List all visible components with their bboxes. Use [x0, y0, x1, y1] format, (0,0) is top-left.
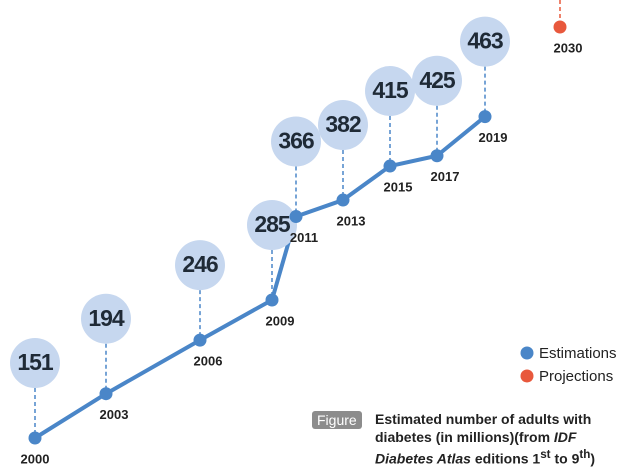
caption-italic: IDF: [553, 429, 577, 445]
data-label: 194: [88, 305, 125, 331]
caption-text: Estimated number of adults with diabetes…: [375, 410, 628, 468]
value-bubble: [365, 66, 415, 117]
caption-sup: st: [540, 448, 551, 461]
data-label: 285: [254, 211, 291, 237]
point: [553, 20, 567, 34]
x-tick-label: 2030: [554, 40, 583, 55]
caption-label: Figure: [312, 411, 362, 429]
value-bubble: [460, 16, 510, 67]
x-tick-label: 2003: [100, 407, 129, 422]
caption-sup: th: [579, 448, 591, 461]
legend-label: Projections: [539, 368, 613, 385]
data-label: 366: [278, 128, 314, 154]
point: [478, 110, 492, 124]
data-label: 425: [419, 67, 456, 93]
point: [28, 431, 42, 445]
data-label: 463: [467, 28, 503, 54]
value-bubble: [10, 338, 60, 388]
value-bubble: [175, 240, 225, 291]
x-tick-label: 2017: [431, 169, 460, 184]
caption: Figure Estimated number of adults with d…: [312, 410, 628, 468]
point: [336, 193, 350, 207]
point: [99, 387, 113, 401]
data-label: 246: [182, 251, 218, 277]
caption-line: ): [590, 450, 596, 467]
x-tick-label: 2019: [479, 130, 508, 145]
point: [265, 293, 279, 307]
point: [430, 149, 444, 163]
value-bubble: [412, 55, 462, 106]
point: [193, 333, 207, 347]
data-label: 151: [17, 349, 54, 375]
legend-label: Estimations: [539, 345, 617, 362]
legend-marker: [520, 369, 534, 383]
value-bubble: [318, 100, 368, 151]
caption-italic: Diabetes Atlas: [375, 450, 471, 467]
value-bubble: [271, 116, 321, 167]
x-tick-label: 2015: [384, 179, 413, 194]
x-tick-label: 2006: [194, 354, 223, 369]
legend-marker: [520, 346, 534, 360]
value-bubble: [81, 293, 131, 344]
caption-line: editions 1: [470, 450, 541, 467]
data-label: 382: [325, 111, 361, 137]
x-tick-label: 2000: [21, 451, 50, 466]
caption-line: diabetes (in millions)(from: [375, 429, 554, 445]
point: [383, 159, 397, 173]
x-tick-label: 2009: [266, 313, 295, 328]
x-tick-label: 2013: [337, 213, 366, 228]
point: [289, 210, 303, 224]
x-tick-label: 2011: [290, 230, 318, 245]
caption-line: Estimated number of adults with: [375, 411, 592, 427]
value-bubble: [247, 199, 297, 250]
data-label: 415: [372, 77, 409, 103]
caption-line: to 9: [550, 450, 580, 467]
